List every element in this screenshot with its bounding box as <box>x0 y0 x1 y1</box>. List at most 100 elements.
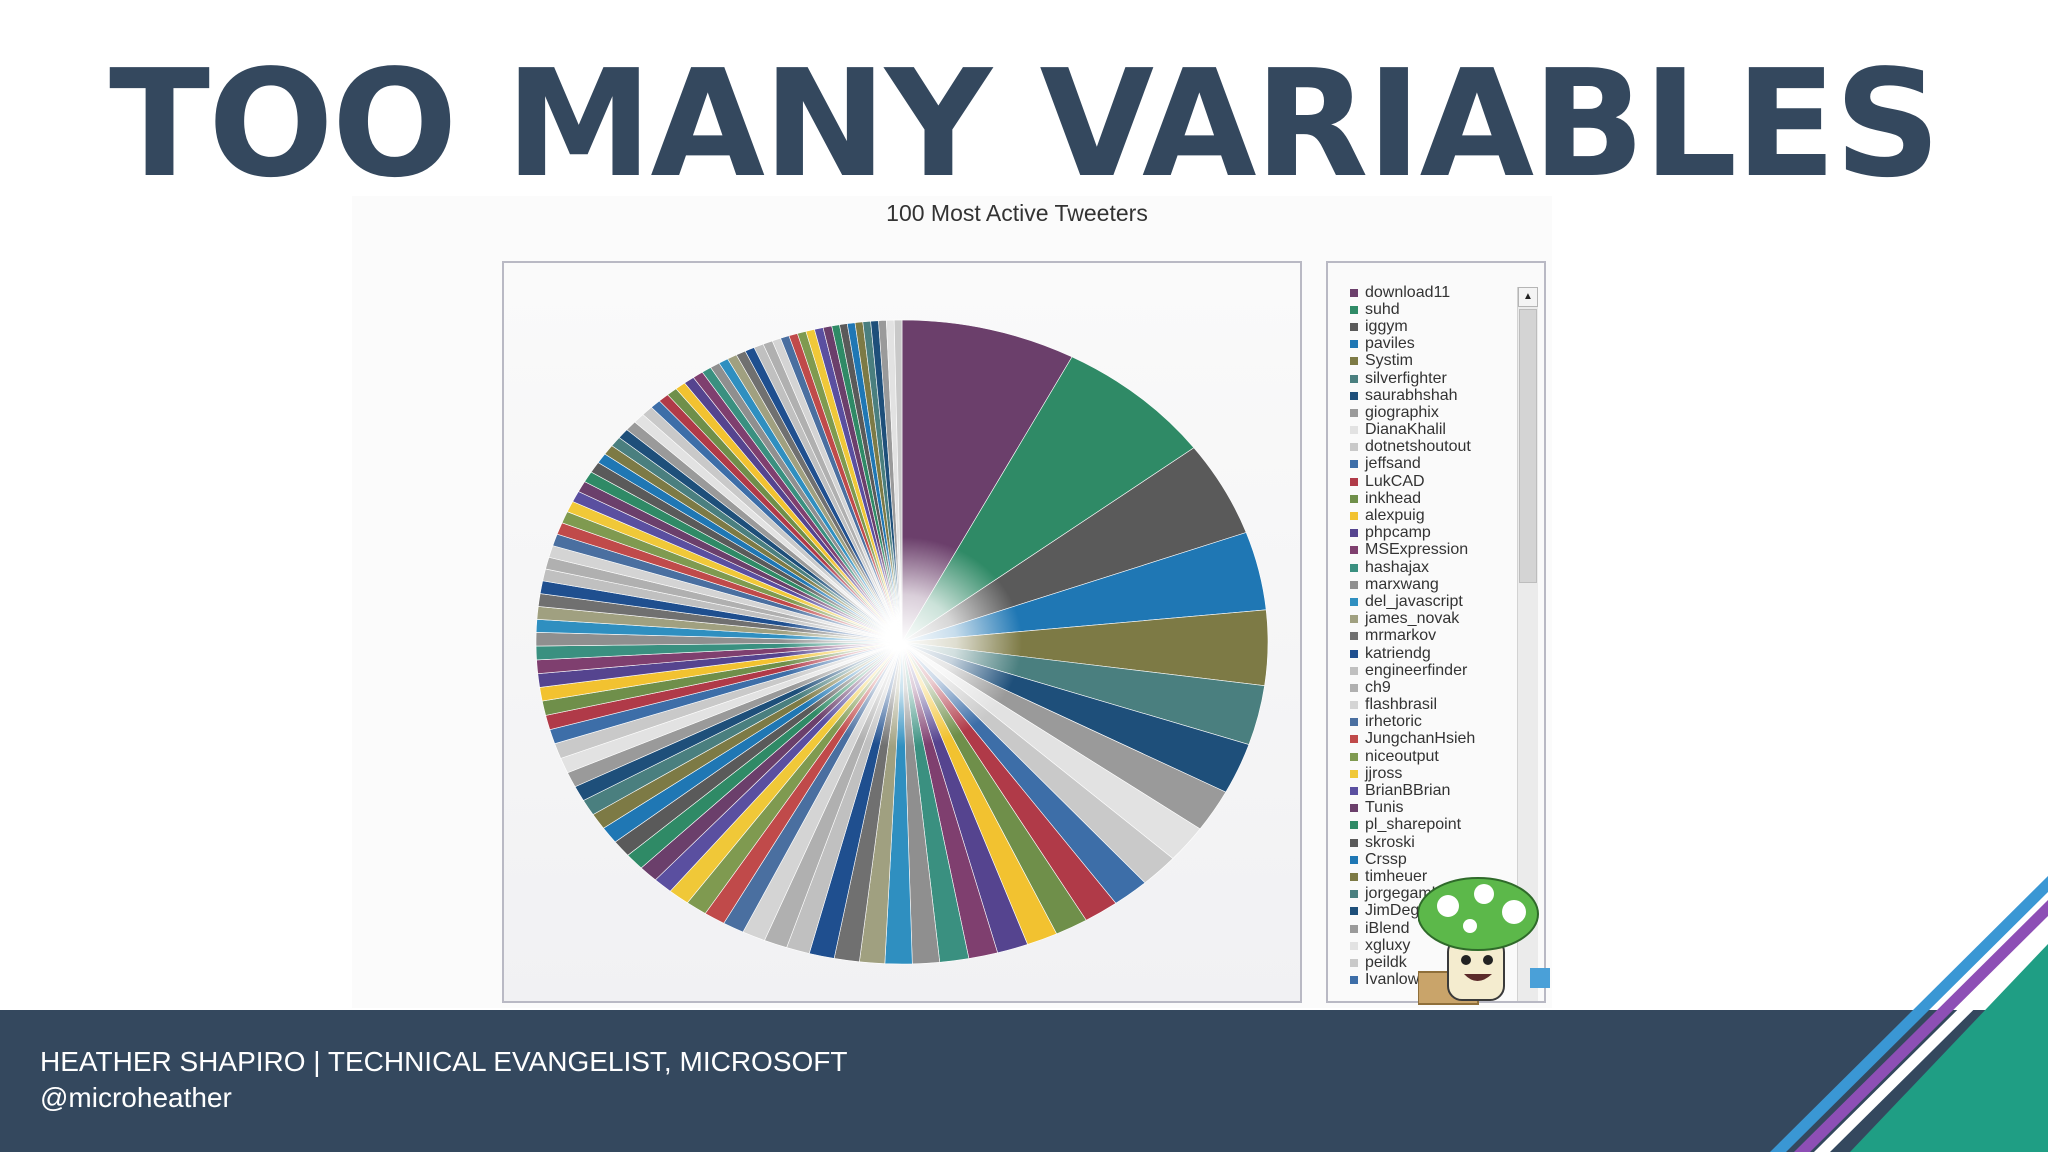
legend-label: Crssp <box>1365 850 1407 868</box>
legend-label: DianaKhalil <box>1365 421 1446 439</box>
legend-label: alexpuig <box>1365 507 1425 525</box>
legend-label: irhetoric <box>1365 713 1422 731</box>
legend-swatch <box>1350 941 1358 950</box>
legend-item: ch9 <box>1350 679 1475 696</box>
legend-swatch <box>1350 443 1358 452</box>
legend-swatch <box>1350 546 1358 555</box>
mushroom-mascot-icon <box>1418 877 1550 1005</box>
legend-label: giographix <box>1365 403 1439 421</box>
legend-item: marxwang <box>1350 576 1475 593</box>
legend-item: niceoutput <box>1350 748 1475 765</box>
legend-item: jjross <box>1350 765 1475 782</box>
legend-swatch <box>1350 649 1358 658</box>
legend-item: jeffsand <box>1350 455 1475 473</box>
legend-swatch <box>1350 597 1358 606</box>
legend-swatch <box>1350 460 1358 469</box>
legend-item: timheuer <box>1350 868 1475 885</box>
legend-item: download11 <box>1350 284 1475 301</box>
legend-swatch <box>1350 615 1358 624</box>
legend-item: Crssp <box>1350 851 1475 868</box>
legend-label: paviles <box>1365 335 1415 353</box>
legend-label: JungchanHsieh <box>1365 730 1476 748</box>
legend-label: saurabhshah <box>1365 386 1458 404</box>
legend-label: peildk <box>1365 953 1407 971</box>
legend-label: inkhead <box>1365 489 1422 507</box>
legend-swatch <box>1350 958 1358 967</box>
legend-item: pl_sharepoint <box>1350 816 1475 834</box>
legend-swatch <box>1350 288 1358 297</box>
legend-item: JungchanHsieh <box>1350 730 1476 748</box>
legend-item: saurabhshah <box>1350 387 1475 404</box>
legend-swatch <box>1350 683 1358 692</box>
legend-swatch <box>1350 340 1358 349</box>
legend-label: mrmarkov <box>1365 627 1437 645</box>
legend-label: skroski <box>1365 833 1415 851</box>
legend-swatch <box>1350 563 1358 572</box>
legend-item: LukCAD <box>1350 473 1475 490</box>
legend-swatch <box>1350 512 1358 521</box>
legend-label: Tunis <box>1365 799 1404 817</box>
legend-item: phpcamp <box>1350 524 1475 542</box>
legend-item: suhd <box>1350 301 1475 318</box>
legend-label: dotnetshoutout <box>1365 438 1471 456</box>
legend-swatch <box>1350 477 1358 486</box>
legend-swatch <box>1350 976 1358 985</box>
legend-item: peildk <box>1350 954 1475 971</box>
legend-label: hashajax <box>1365 558 1430 576</box>
legend-label: JimDeger <box>1365 902 1434 920</box>
corner-stripes-decoration <box>1770 876 2048 1152</box>
footer-bar <box>0 1010 2048 1152</box>
legend-swatch <box>1350 907 1358 916</box>
legend-label: suhd <box>1365 300 1400 318</box>
legend-item: BrianBBrian <box>1350 782 1475 799</box>
legend-swatch <box>1350 787 1358 796</box>
legend-label: jjross <box>1365 764 1403 782</box>
scroll-thumb[interactable] <box>1519 309 1537 583</box>
legend-swatch <box>1350 632 1358 641</box>
legend-item: JimDeger <box>1350 902 1475 920</box>
legend-item: alexpuig <box>1350 507 1475 524</box>
legend-label: Systim <box>1365 352 1413 370</box>
legend-item: Systim <box>1350 352 1475 370</box>
scroll-up-arrow-icon[interactable]: ▲ <box>1518 287 1538 307</box>
legend-swatch <box>1350 391 1358 400</box>
legend-item: Ivanlow <box>1350 971 1475 989</box>
legend-item: Tunis <box>1350 799 1475 817</box>
legend-item: del_javascript <box>1350 593 1475 610</box>
legend-label: timheuer <box>1365 867 1428 885</box>
legend-swatch <box>1350 322 1358 331</box>
legend-item: paviles <box>1350 335 1475 353</box>
legend-swatch <box>1350 305 1358 314</box>
legend-swatch <box>1350 872 1358 881</box>
twitter-handle: @microheather <box>40 1082 232 1113</box>
legend-swatch <box>1350 426 1358 435</box>
legend-item: irhetoric <box>1350 713 1475 731</box>
legend-label: phpcamp <box>1365 524 1431 542</box>
legend-swatch <box>1350 357 1358 366</box>
legend-label: iggym <box>1365 317 1408 335</box>
legend-item: iBlend <box>1350 920 1475 937</box>
legend-swatch <box>1350 769 1358 778</box>
legend-label: katriendg <box>1365 644 1431 662</box>
legend-scrollbar[interactable]: ▲ <box>1517 287 1538 1001</box>
legend-swatch <box>1350 374 1358 383</box>
legend-label: download11 <box>1365 283 1451 301</box>
legend-label: niceoutput <box>1365 747 1439 765</box>
legend-item: katriendg <box>1350 645 1475 662</box>
legend-label: james_novak <box>1365 610 1460 628</box>
legend-label: del_javascript <box>1365 592 1463 610</box>
legend-item: mrmarkov <box>1350 627 1475 645</box>
legend-swatch <box>1350 529 1358 538</box>
legend-swatch <box>1350 855 1358 864</box>
pie-center-highlight <box>782 537 1022 747</box>
legend-label: jeffsand <box>1365 455 1421 473</box>
legend-item: jorgegamb <box>1350 885 1475 903</box>
legend-swatch <box>1350 735 1358 744</box>
speaker-name: HEATHER SHAPIRO | TECHNICAL EVANGELIST, … <box>40 1046 848 1077</box>
legend-label: jorgegamb <box>1365 885 1441 903</box>
legend-swatch <box>1350 701 1358 710</box>
legend-item: iggym <box>1350 318 1475 335</box>
legend-list: download11 suhd iggym paviles Systim silverfi… <box>1350 284 1475 989</box>
legend-label: MSExpression <box>1365 541 1469 559</box>
legend-label: flashbrasil <box>1365 696 1438 714</box>
